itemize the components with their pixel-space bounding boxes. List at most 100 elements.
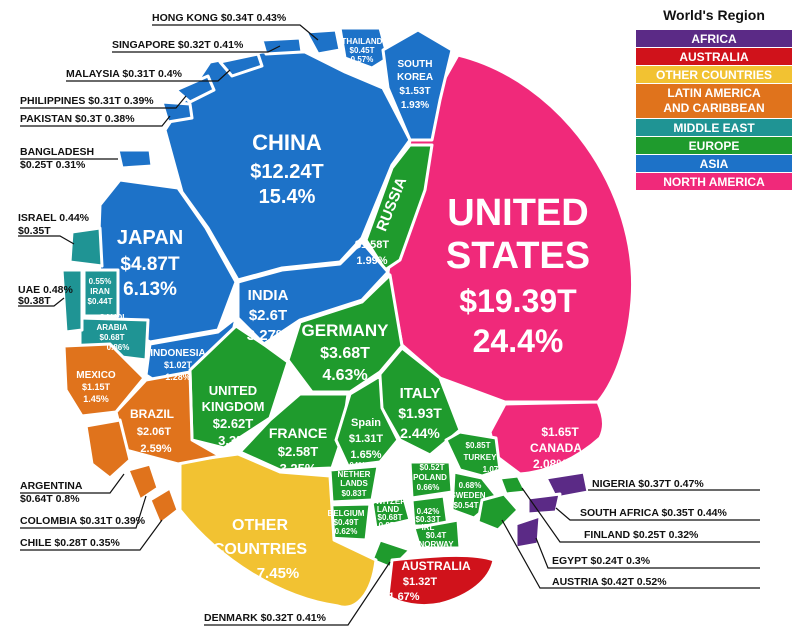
cell-korea [381, 28, 454, 142]
label-australia: 1.67% [388, 591, 419, 603]
cell-pakistan [160, 100, 194, 124]
label-usa: 24.4% [473, 323, 564, 359]
callout-egypt: EGYPT $0.24T 0.3% [552, 555, 651, 567]
callout-argentina: ARGENTINA [20, 480, 83, 492]
label-netherlands: NETHER [338, 470, 371, 479]
label-australia: AUSTRALIA [401, 559, 471, 573]
callout-southafrica: SOUTH AFRICA $0.35T 0.44% [580, 507, 728, 519]
label-uk: $2.62T [213, 416, 254, 431]
label-spain: Spain [351, 417, 381, 429]
label-poland: 0.66% [417, 483, 440, 492]
legend-label-europe: EUROPE [689, 139, 740, 153]
label-italy: $1.93T [398, 405, 442, 421]
label-ireland: IRL [422, 523, 435, 532]
label-brazil: $2.06T [137, 426, 172, 438]
label-germany: 4.63% [322, 367, 367, 384]
cell-other [178, 452, 378, 609]
label-indonesia: $1.02T [164, 360, 193, 370]
legend-label-latam-1: LATIN AMERICA [667, 86, 761, 100]
callout-nigeria: NIGERIA $0.37T 0.47% [592, 478, 704, 490]
cell-spain [334, 374, 400, 468]
label-france: $2.58T [278, 444, 319, 459]
legend-swatch-asia [636, 155, 792, 172]
legend-swatch-australia [636, 48, 792, 65]
legend-label-namerica: NORTH AMERICA [663, 175, 765, 189]
callout-hongkong: HONG KONG $0.34T 0.43% [152, 12, 287, 24]
label-other: 7.45% [257, 565, 300, 582]
cell-southafrica [526, 492, 562, 516]
label-korea: SOUTH [398, 59, 433, 70]
callout-denmark: DENMARK $0.32T 0.41% [204, 612, 327, 624]
leader-israel [18, 235, 75, 245]
label-mexico: $1.15T [82, 382, 111, 392]
leader-finland [521, 487, 760, 543]
cell-thailand [338, 26, 390, 70]
label-turkey: TURKEY [464, 453, 498, 462]
label-brazil: 2.59% [140, 443, 171, 455]
label-spain: 1.65% [350, 449, 381, 461]
label-norway: $0.4T [426, 531, 447, 540]
label-thailand: THAILAND [342, 37, 383, 46]
label-italy: 2.44% [400, 425, 440, 441]
leader-pakistan [20, 115, 171, 127]
leader-denmark [204, 561, 391, 626]
label-norway: 0.5% [427, 549, 445, 558]
label-saudi: $0.68T [100, 333, 125, 342]
label-uk: 3.3% [218, 433, 248, 448]
label-iran: $0.44T [88, 297, 113, 306]
cell-brazil [114, 370, 222, 466]
leader-uae [18, 297, 65, 307]
cell-switzerland [370, 496, 412, 530]
label-turkey: 1.07% [483, 465, 506, 474]
label-switzerland: 0.85% [379, 521, 402, 530]
legend-label-other: OTHER COUNTRIES [656, 68, 772, 82]
label-india: $2.6T [249, 307, 287, 324]
label-ireland: $0.33T [416, 515, 441, 524]
cell-colombia [126, 462, 160, 502]
label-saudi: 0.86% [107, 343, 130, 352]
leader-chile [20, 519, 163, 551]
label-sweden: $0.54T [454, 501, 479, 510]
cell-argentina [84, 418, 132, 480]
label-uk: UNITED [209, 383, 257, 398]
leader-egypt [535, 537, 760, 569]
callout-malaysia: MALAYSIA $0.31T 0.4% [66, 68, 183, 80]
legend-swatch-other [636, 66, 792, 83]
label-switzerland: LAND [377, 505, 399, 514]
leader-hongkong [152, 24, 319, 41]
label-turkey: $0.85T [466, 441, 491, 450]
callout-israel: ISRAEL 0.44% [18, 212, 90, 224]
leader-singapore [112, 45, 281, 53]
label-poland: $0.52T [420, 463, 445, 472]
legend-title: World's Region [663, 7, 765, 23]
leader-argentina [20, 473, 125, 494]
label-poland: POLAND [413, 473, 447, 482]
cell-australia [386, 553, 496, 608]
label-iran: IRAN [90, 287, 110, 296]
label-canada: $1.65T [541, 425, 579, 439]
cell-nigeria [544, 470, 590, 500]
callout-israel: $0.35T [18, 225, 51, 237]
label-korea: KOREA [397, 72, 433, 83]
label-germany: GERMANY [302, 321, 390, 340]
label-netherlands: LANDS [340, 479, 368, 488]
cell-france [238, 392, 350, 472]
label-norway: NORWAY [418, 540, 454, 549]
cell-norway [412, 518, 462, 550]
label-ireland: 0.42% [417, 507, 440, 516]
label-other: COUNTRIES [213, 541, 308, 558]
legend-swatch-latam [636, 84, 792, 118]
callout-finland: FINLAND $0.25T 0.32% [584, 529, 699, 541]
label-spain: $1.31T [349, 433, 384, 445]
cell-russia [364, 143, 434, 272]
label-belgium: 0.62% [335, 527, 358, 536]
label-indonesia: INDONESIA [150, 348, 206, 359]
label-usa: STATES [446, 235, 590, 277]
legend-swatch-europe [636, 137, 792, 154]
leader-austria [501, 519, 760, 589]
label-india: INDIA [248, 287, 289, 304]
callout-chile: CHILE $0.28T 0.35% [20, 537, 120, 549]
label-italy: ITALY [400, 385, 441, 402]
label-other: OTHER [232, 517, 288, 534]
